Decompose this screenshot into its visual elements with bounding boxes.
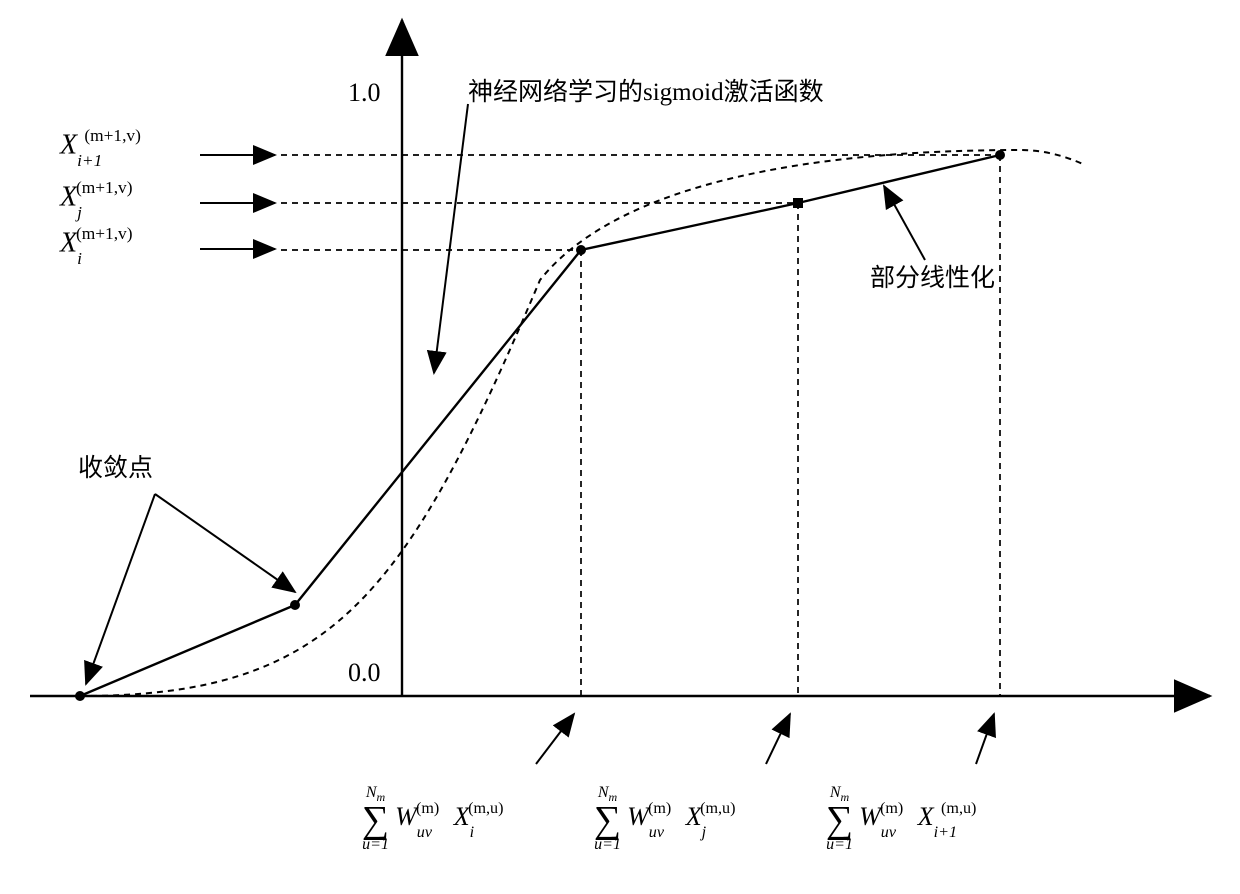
y-tick-zero: 0.0	[348, 658, 381, 688]
x-sum-2: Nm ∑ u=1 Wuv(m) Xj(m,u)	[594, 784, 741, 854]
converge-annotation: 收敛点	[78, 448, 153, 484]
x-sum-1: Nm ∑ u=1 Wuv(m) Xi(m,u)	[362, 784, 509, 854]
y-tick-one: 1.0	[348, 78, 381, 108]
y-label-top: Xi+1(m+1,v)	[60, 128, 159, 165]
sigmoid-annotation: 神经网络学习的sigmoid激活函数	[468, 72, 824, 108]
x-sum-3: Nm ∑ u=1 Wuv(m) Xi+1(m,u)	[826, 784, 992, 854]
y-label-mid: Xj(m+1,v)	[60, 180, 139, 217]
y-label-bot: Xi(m+1,v)	[60, 226, 139, 263]
partial-annotation: 部分线性化	[870, 258, 995, 294]
diagram-svg	[0, 0, 1240, 894]
